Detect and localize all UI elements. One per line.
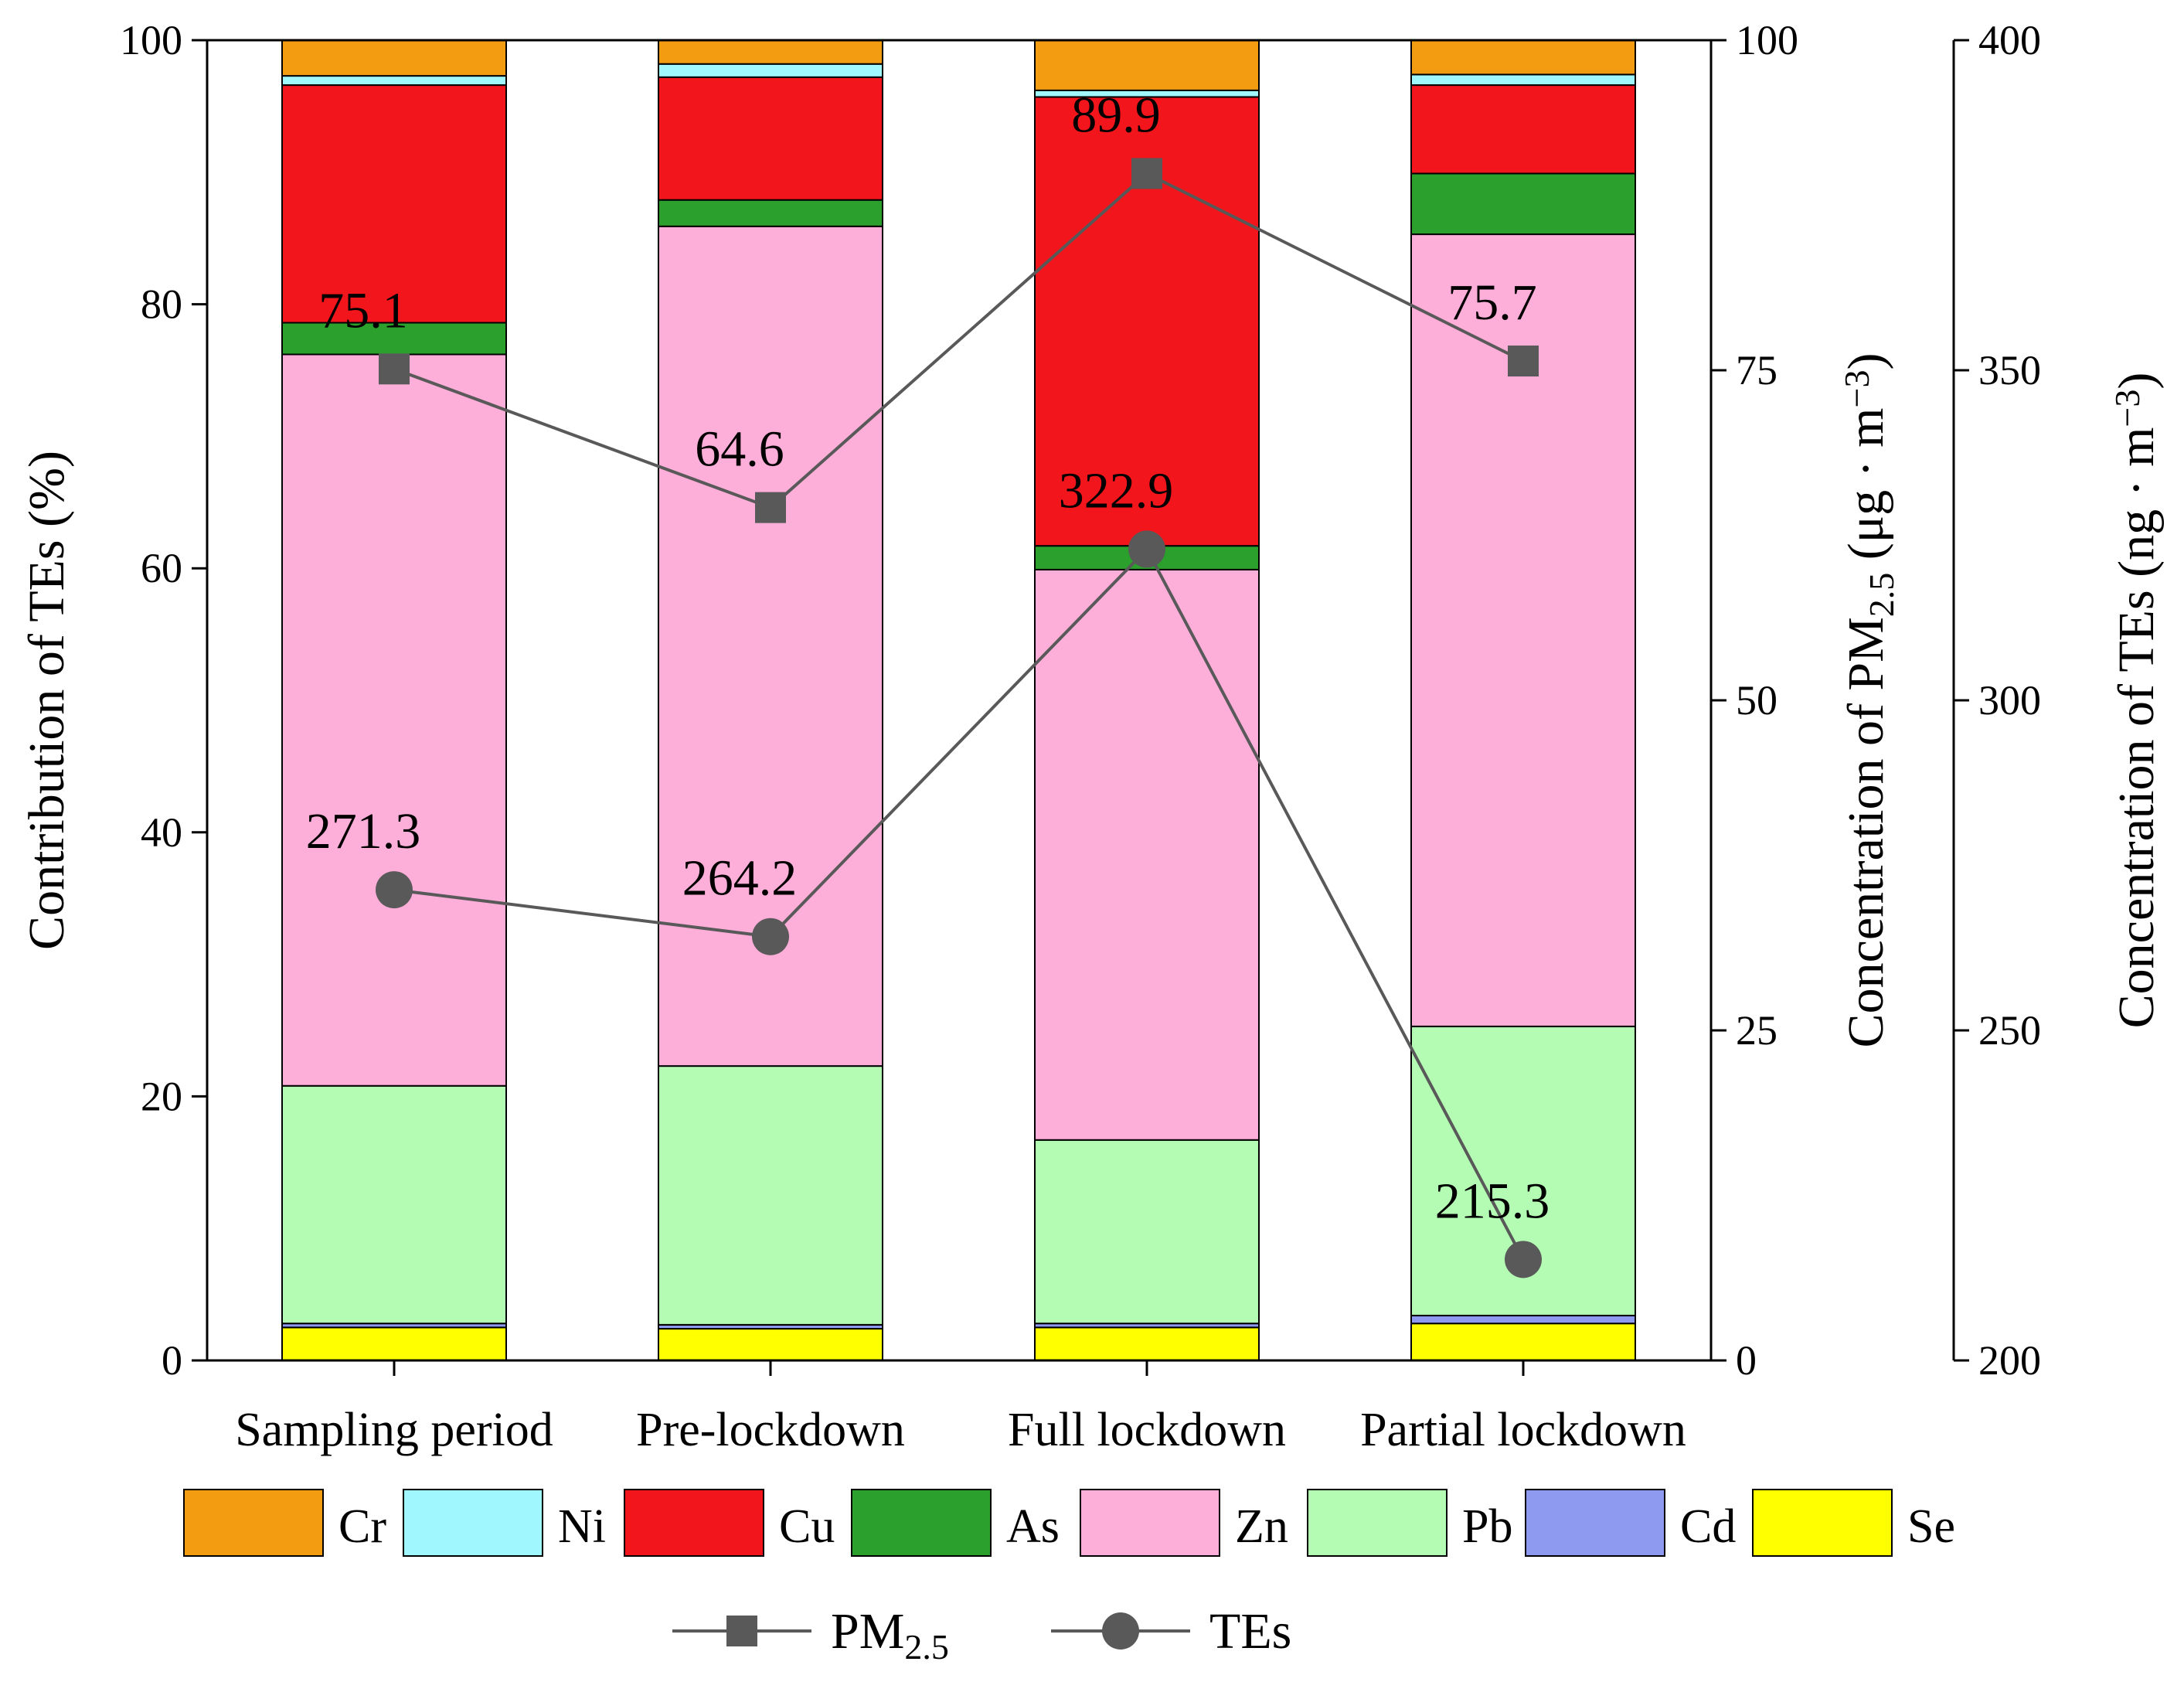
- pm25-marker: [755, 492, 786, 523]
- data-label: 75.1: [318, 282, 408, 339]
- tes-marker: [752, 918, 789, 955]
- bar-segment-ni: [281, 75, 507, 87]
- data-label: 215.3: [1435, 1173, 1550, 1229]
- bar-segment-se: [1034, 1326, 1260, 1362]
- pm25-tick-label: 100: [1736, 17, 1798, 63]
- pm25-tick-label: 75: [1736, 347, 1777, 393]
- legend-line-label: PM2.5: [831, 1603, 949, 1667]
- tes-marker: [1128, 530, 1165, 568]
- pm25-axis-title: Concentration of PM2.5 (μg · m−3): [1837, 353, 1901, 1048]
- legend-label-cu: Cu: [779, 1500, 835, 1553]
- tes-marker: [376, 871, 413, 909]
- legend-swatch-cu: [624, 1489, 764, 1557]
- legend-swatch-pb: [1307, 1489, 1447, 1557]
- tes-marker: [1505, 1241, 1542, 1279]
- left-tick-label: 40: [141, 809, 182, 856]
- pm25-marker: [379, 353, 410, 385]
- data-label: 271.3: [306, 803, 421, 860]
- pm25-marker: [1508, 346, 1539, 377]
- tes-tick-label: 300: [1978, 677, 2041, 724]
- legend-label-se: Se: [1907, 1500, 1955, 1553]
- pm25-tick-label: 25: [1736, 1007, 1777, 1054]
- legend-label-pb: Pb: [1462, 1500, 1512, 1553]
- bar-segment-pb: [281, 1084, 507, 1325]
- pm25-marker: [1131, 158, 1162, 189]
- pm25-tick-label: 0: [1736, 1337, 1757, 1384]
- bar-segment-cd: [1410, 1314, 1636, 1325]
- data-label: 322.9: [1059, 462, 1174, 519]
- data-label: 89.9: [1071, 87, 1161, 144]
- bar-segment-pb: [1034, 1139, 1260, 1325]
- bar-segment-cr: [281, 39, 507, 77]
- legend-swatch-cd: [1525, 1489, 1665, 1557]
- x-tick-label: Partial lockdown: [1360, 1404, 1686, 1456]
- bar-segment-zn: [281, 353, 507, 1087]
- series-line-tes: [393, 546, 1525, 1261]
- tes-axis-title: Concentration of TEs (ng · m−3): [2107, 373, 2165, 1029]
- data-label: 64.6: [695, 421, 784, 478]
- x-tick-label: Full lockdown: [1008, 1404, 1286, 1456]
- left-tick-label: 100: [120, 17, 182, 63]
- bar-segment-cr: [1410, 39, 1636, 76]
- left-axis-title: Contribution of TEs (%): [19, 451, 75, 950]
- line-legend: PM2.5 TEs: [672, 1603, 1291, 1667]
- pm25-tick-label: 50: [1736, 677, 1777, 724]
- left-tick-label: 0: [162, 1337, 182, 1384]
- left-tick-label: 20: [141, 1073, 182, 1119]
- legend-label-ni: Ni: [558, 1500, 606, 1553]
- data-label: 75.7: [1447, 274, 1537, 331]
- legend-label-cd: Cd: [1680, 1500, 1736, 1553]
- tes-tick-label: 200: [1978, 1337, 2041, 1384]
- legend-line-label: TEs: [1209, 1603, 1291, 1660]
- tes-tick-label: 350: [1978, 347, 2041, 393]
- tes-tick-label: 250: [1978, 1007, 2041, 1054]
- legend-swatch-zn: [1080, 1489, 1220, 1557]
- legend-swatch-se: [1752, 1489, 1893, 1557]
- legend-swatch-ni: [403, 1489, 543, 1557]
- bar-segment-cu: [658, 76, 883, 201]
- left-tick-label: 80: [141, 281, 182, 328]
- bar-segment-cr: [1034, 39, 1260, 91]
- axes: 0 20 40 60 80 100 0 25 50 75 100 200 250 300 350 400 Sam…: [19, 17, 2165, 1456]
- line-series: 75.1 64.6 89.9 75.7 271.3 264.2 322.9 215.3: [306, 87, 1550, 1279]
- series-line-pm25: [393, 172, 1524, 509]
- legend-label-as: As: [1006, 1500, 1060, 1553]
- bar-segment-zn: [1034, 568, 1260, 1141]
- left-tick-label: 60: [141, 545, 182, 591]
- legend: Cr Ni Cu As Zn Pb Cd Se: [183, 1489, 1955, 1557]
- data-label: 264.2: [682, 850, 798, 907]
- bars: [281, 39, 1636, 1362]
- bar-segment-cu: [1410, 84, 1636, 175]
- bar-segment-se: [281, 1326, 507, 1362]
- bar-segment-cu: [281, 84, 507, 324]
- bar-segment-as: [658, 199, 883, 227]
- x-tick-label: Sampling period: [235, 1404, 553, 1456]
- legend-swatch-cr: [183, 1489, 324, 1557]
- legend-label-cr: Cr: [338, 1500, 386, 1553]
- bar-segment-ni: [1410, 73, 1636, 87]
- bar-segment-as: [1410, 172, 1636, 236]
- bar-segment-se: [658, 1328, 883, 1362]
- bar-segment-ni: [658, 63, 883, 78]
- tes-tick-label: 400: [1978, 17, 2041, 63]
- bar-segment-se: [1410, 1323, 1636, 1362]
- x-tick-label: Pre-lockdown: [636, 1404, 905, 1456]
- legend-label-zn: Zn: [1235, 1500, 1288, 1553]
- legend-square-marker: [726, 1616, 757, 1646]
- legend-circle-marker: [1102, 1612, 1139, 1650]
- legend-swatch-as: [851, 1489, 992, 1557]
- bar-segment-pb: [658, 1065, 883, 1326]
- bar-segment-cr: [658, 39, 883, 65]
